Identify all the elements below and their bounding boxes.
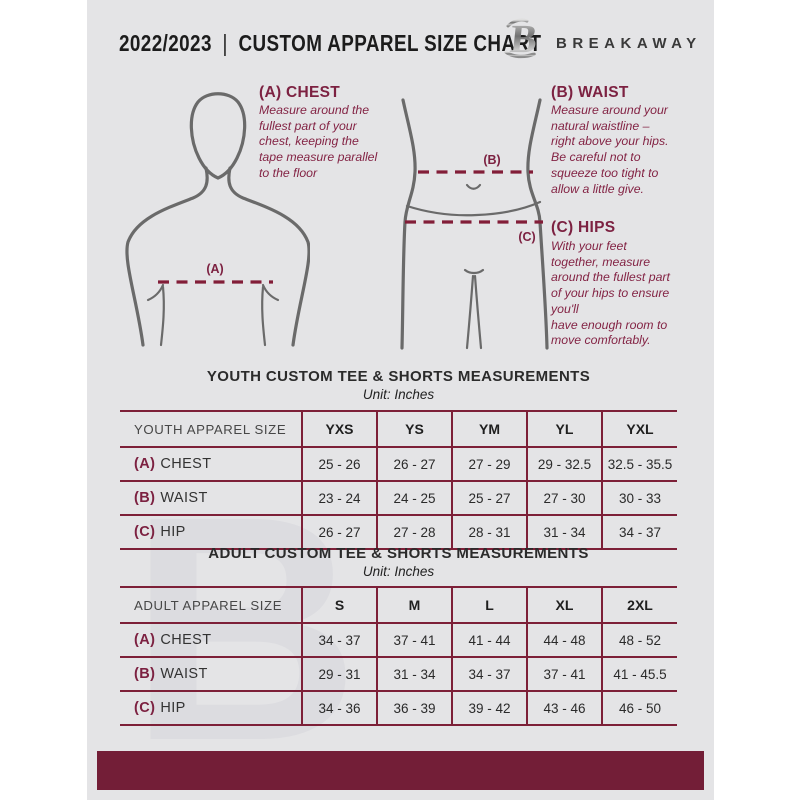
measurement-cell: 32.5 - 35.5: [601, 446, 677, 481]
measurement-cell: 39 - 42: [451, 690, 527, 726]
measurement-cell: 37 - 41: [526, 656, 602, 691]
measurement-cell: 44 - 48: [526, 622, 602, 657]
marker-a-label: (A): [206, 262, 223, 276]
size-column-header: YXS: [301, 410, 377, 448]
measurement-cell: 31 - 34: [526, 514, 602, 550]
measurement-cell: 26 - 27: [301, 514, 377, 550]
breakaway-logo-icon: B: [504, 16, 539, 61]
measurement-cell: 34 - 36: [301, 690, 377, 726]
chest-heading: (A) CHEST: [259, 84, 341, 101]
size-column-header: YL: [526, 410, 602, 448]
footer-accent-bar: [97, 751, 704, 790]
brand-name: BREAKAWAY: [556, 35, 702, 52]
measurement-cell: 34 - 37: [601, 514, 677, 550]
table-row-waist: (B) WAIST 29 - 31 31 - 34 34 - 37 37 - 41…: [120, 656, 677, 691]
size-column-header: L: [451, 586, 527, 624]
waist-heading: (B) WAIST: [551, 84, 629, 101]
row-label: (C) HIP: [120, 690, 302, 726]
measurement-cell: 34 - 37: [451, 656, 527, 691]
row-label: (B) WAIST: [120, 480, 302, 515]
measurement-cell: 27 - 30: [526, 480, 602, 515]
measurement-cell: 41 - 45.5: [601, 656, 677, 691]
measurement-cell: 31 - 34: [376, 656, 452, 691]
size-column-header: YXL: [601, 410, 677, 448]
measurement-cell: 27 - 29: [451, 446, 527, 481]
size-column-header: M: [376, 586, 452, 624]
measurement-cell: 29 - 31: [301, 656, 377, 691]
hips-heading: (C) HIPS: [551, 219, 616, 236]
size-column-header: S: [301, 586, 377, 624]
size-column-header: YS: [376, 410, 452, 448]
row-label: (C) HIP: [120, 514, 302, 550]
document-title: 2022/2023 | CUSTOM APPAREL SIZE CHART: [119, 30, 541, 57]
measurement-cell: 37 - 41: [376, 622, 452, 657]
measurement-cell: 28 - 31: [451, 514, 527, 550]
measurement-cell: 34 - 37: [301, 622, 377, 657]
measurement-cell: 48 - 52: [601, 622, 677, 657]
adult-table-title: ADULT CUSTOM TEE & SHORTS MEASUREMENTS: [208, 545, 589, 562]
title-separator: |: [222, 30, 228, 56]
table-row-chest: (A) CHEST 34 - 37 37 - 41 41 - 44 44 - 48…: [120, 622, 677, 657]
measurement-cell: 25 - 27: [451, 480, 527, 515]
marker-b-label: (B): [483, 153, 500, 167]
size-column-header: XL: [526, 586, 602, 624]
table-row-waist: (B) WAIST 23 - 24 24 - 25 25 - 27 27 - 30…: [120, 480, 677, 515]
measurement-cell: 41 - 44: [451, 622, 527, 657]
table-row-hip: (C) HIP 26 - 27 27 - 28 28 - 31 31 - 34 3…: [120, 514, 677, 550]
row-label: (A) CHEST: [120, 622, 302, 657]
row-label: (B) WAIST: [120, 656, 302, 691]
measurement-cell: 24 - 25: [376, 480, 452, 515]
marker-c-label: (C): [518, 230, 535, 244]
measurement-cell: 29 - 32.5: [526, 446, 602, 481]
measurement-cell: 30 - 33: [601, 480, 677, 515]
youth-corner-label: YOUTH APPAREL SIZE: [120, 410, 302, 448]
waist-instructions: Measure around your natural waistline – …: [551, 103, 669, 196]
lower-body-figure-icon: (B) (C): [400, 98, 549, 350]
measurement-cell: 23 - 24: [301, 480, 377, 515]
measurement-cell: 43 - 46: [526, 690, 602, 726]
chest-instructions: Measure around the fullest part of your …: [259, 103, 378, 180]
measurement-cell: 46 - 50: [601, 690, 677, 726]
adult-corner-label: ADULT APPAREL SIZE: [120, 586, 302, 624]
adult-table-unit: Unit: Inches: [362, 564, 435, 579]
size-column-header: 2XL: [601, 586, 677, 624]
youth-table-unit: Unit: Inches: [362, 387, 435, 402]
youth-size-table: YOUTH APPAREL SIZE YXS YS YM YL YXL (A) C…: [120, 410, 677, 550]
adult-size-table: ADULT APPAREL SIZE S M L XL 2XL (A) CHEST…: [120, 586, 677, 726]
table-row-chest: (A) CHEST 25 - 26 26 - 27 27 - 29 29 - 32…: [120, 446, 677, 481]
hips-instructions: With your feet together, measure around …: [551, 239, 670, 348]
row-label: (A) CHEST: [120, 446, 302, 481]
measurement-cell: 25 - 26: [301, 446, 377, 481]
measurement-cell: 26 - 27: [376, 446, 452, 481]
upper-body-figure-icon: (A): [125, 92, 310, 347]
size-chart-document: B 2022/2023 | CUSTOM APPAREL SIZE CHART B …: [87, 0, 714, 800]
youth-table-title: YOUTH CUSTOM TEE & SHORTS MEASUREMENTS: [206, 368, 591, 385]
measurement-cell: 36 - 39: [376, 690, 452, 726]
measurement-cell: 27 - 28: [376, 514, 452, 550]
youth-header-row: YOUTH APPAREL SIZE YXS YS YM YL YXL: [120, 410, 677, 448]
size-column-header: YM: [451, 410, 527, 448]
adult-header-row: ADULT APPAREL SIZE S M L XL 2XL: [120, 586, 677, 624]
table-row-hip: (C) HIP 34 - 36 36 - 39 39 - 42 43 - 46 4…: [120, 690, 677, 726]
season-label: 2022/2023: [119, 30, 212, 56]
page-title: CUSTOM APPAREL SIZE CHART: [238, 30, 542, 56]
